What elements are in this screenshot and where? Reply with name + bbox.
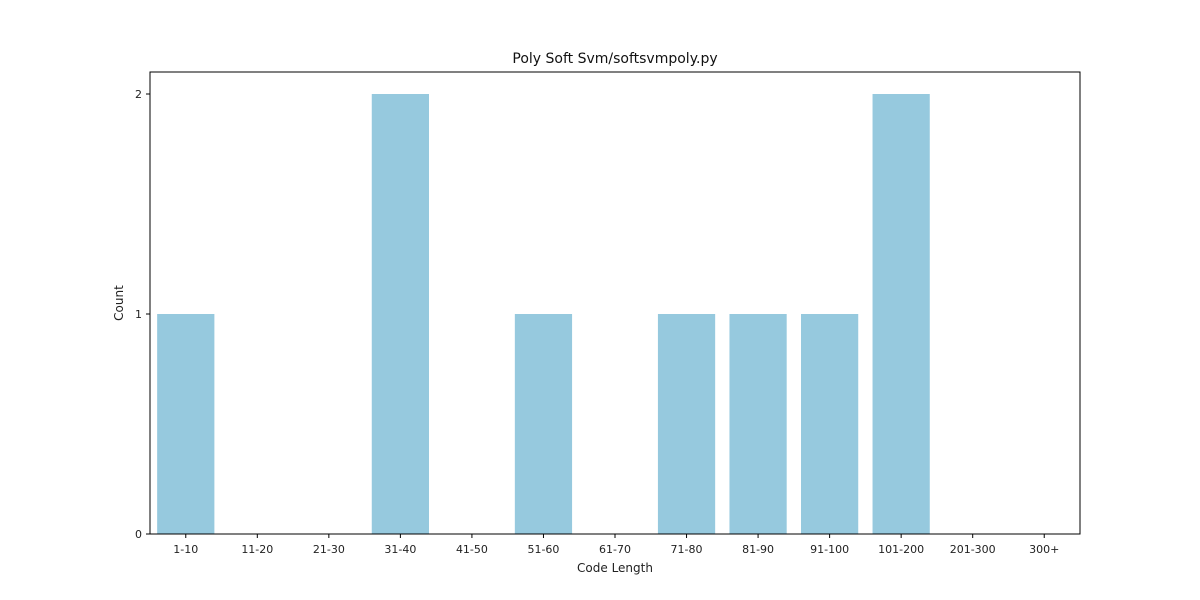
- bars-layer: [157, 94, 930, 534]
- bar-91-100: [801, 314, 859, 534]
- bar-71-80: [657, 314, 716, 534]
- x-tick-label: 1-10: [173, 543, 198, 556]
- y-tick-label: 0: [135, 528, 142, 541]
- x-tick-label: 201-300: [950, 543, 996, 556]
- chart-title: Poly Soft Svm/softsvmpoly.py: [512, 51, 717, 67]
- x-tick-label: 61-70: [599, 543, 631, 556]
- y-tick-label: 1: [135, 308, 142, 321]
- y-tick-label: 2: [135, 88, 142, 101]
- x-tick-label: 300+: [1029, 543, 1059, 556]
- x-tick-label: 101-200: [878, 543, 924, 556]
- y-axis-label: Count: [112, 285, 126, 321]
- x-tick-label: 21-30: [313, 543, 345, 556]
- x-tick-label: 81-90: [742, 543, 774, 556]
- bar-81-90: [729, 314, 787, 534]
- x-tick-label: 11-20: [241, 543, 273, 556]
- x-tick-label: 91-100: [810, 543, 849, 556]
- bar-51-60: [514, 314, 573, 534]
- x-ticks: 1-10 11-20 21-30 31-40 41-50 51-60 61-70 71-80 8…: [173, 534, 1059, 556]
- bar-31-40: [371, 94, 429, 534]
- x-axis-label: Code Length: [577, 561, 653, 575]
- x-tick-label: 41-50: [456, 543, 488, 556]
- x-tick-label: 71-80: [671, 543, 703, 556]
- bar-101-200: [872, 94, 930, 534]
- bar-1-10: [157, 314, 215, 534]
- x-tick-label: 51-60: [527, 543, 559, 556]
- x-tick-label: 31-40: [384, 543, 416, 556]
- plot-frame: [149, 71, 1081, 535]
- y-ticks: 0 1 2: [135, 88, 150, 541]
